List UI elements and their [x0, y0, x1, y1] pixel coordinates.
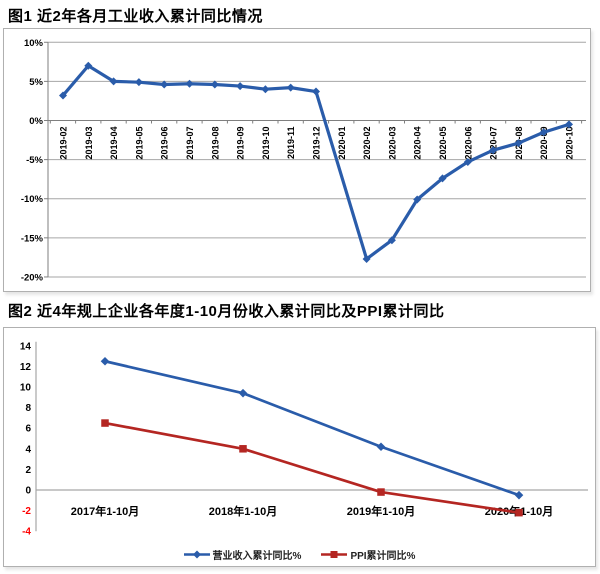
- data-point: [84, 61, 93, 70]
- figure2-chart: 14 12 10 8 6 4 2 0 -2 -4 2017年1-10月 2018年1-10月 2019年…: [3, 327, 596, 567]
- legend-diamond-marker-icon: [183, 550, 210, 559]
- x-category-label: 2019-06: [160, 127, 170, 160]
- figure1-title: 图1 近2年各月工业收入累计同比情况: [8, 8, 263, 25]
- x-category-label: 2020-03: [387, 127, 397, 160]
- y-tick-label: 8: [25, 403, 31, 414]
- y-tick-label: 5%: [29, 77, 43, 88]
- data-point: [134, 78, 143, 87]
- y-tick-label: 0: [25, 486, 31, 497]
- x-category-label: 2019-03: [84, 127, 94, 160]
- legend-square-marker-icon: [321, 551, 348, 558]
- data-point: [59, 91, 67, 100]
- legend-marker: [330, 551, 338, 558]
- y-tick-label: 14: [20, 341, 32, 352]
- y-tick-label: 2: [25, 465, 31, 476]
- x-category-label: 2019-12: [312, 127, 322, 160]
- legend-label: PPI累计同比%: [350, 551, 416, 562]
- data-point: [286, 83, 295, 92]
- data-point: [514, 139, 523, 148]
- data-point: [565, 120, 573, 129]
- data-point: [100, 356, 110, 366]
- legend-item: PPI累计同比%: [321, 547, 415, 562]
- x-category-label: 2020-05: [438, 127, 448, 160]
- x-category-label: 2020-06: [463, 127, 473, 160]
- data-point: [185, 79, 194, 88]
- data-point: [101, 419, 109, 427]
- data-point: [438, 174, 447, 183]
- x-category-label: 2019-07: [185, 127, 195, 160]
- x-category-label: 2018年1-10月: [209, 504, 278, 518]
- x-category-label: 2019-08: [210, 127, 220, 160]
- data-point: [236, 82, 245, 91]
- legend-marker: [192, 550, 201, 559]
- y-tick-label: -20%: [21, 272, 44, 283]
- y-tick-label: 0%: [29, 116, 43, 127]
- x-category-label: 2020-07: [489, 126, 499, 159]
- series-line: [104, 421, 520, 514]
- data-point: [413, 195, 422, 204]
- data-point: [210, 80, 219, 89]
- y-tick-label: 12: [20, 362, 32, 373]
- y-tick-label: -10%: [21, 194, 44, 205]
- legend-item: 营业收入累计同比%: [183, 547, 302, 562]
- data-point: [514, 490, 524, 500]
- data-point: [239, 445, 247, 453]
- x-category-label: 2019-10: [261, 127, 271, 160]
- y-tick-label: -2: [22, 506, 31, 517]
- figure2-title: 图2 近4年规上企业各年度1-10月份收入累计同比及PPI累计同比: [8, 303, 445, 320]
- data-point: [109, 77, 118, 86]
- data-point: [463, 157, 472, 166]
- y-tick-label: -5%: [26, 155, 43, 166]
- y-tick-label: 6: [25, 424, 31, 435]
- data-point: [376, 442, 386, 452]
- data-point: [160, 80, 169, 89]
- y-tick-label: 10%: [24, 38, 44, 49]
- x-category-label: 2020-04: [413, 127, 423, 160]
- x-category-label: 2020-02: [362, 127, 372, 160]
- x-category-label: 2019-11: [286, 127, 296, 160]
- x-category-label: 2019-04: [109, 127, 119, 160]
- data-point: [261, 85, 270, 94]
- data-point: [539, 128, 548, 137]
- x-category-label: 2019-02: [59, 127, 69, 160]
- y-tick-label: -15%: [21, 233, 44, 244]
- chart2-legend: 营业收入累计同比% PPI累计同比%: [4, 547, 595, 562]
- series-line: [61, 64, 570, 261]
- figure1-chart: 10% 5% 0% -5% -10% -15% -20% 2019-02 2019-03 2019…: [3, 28, 591, 292]
- x-category-label: 2019年1-10月: [347, 504, 416, 518]
- data-point: [515, 508, 523, 517]
- figure1-plot-area: 10% 5% 0% -5% -10% -15% -20% 2019-02 2019-03 2019…: [21, 38, 586, 283]
- series-line: [104, 359, 520, 497]
- data-point: [387, 236, 396, 245]
- data-point: [489, 146, 498, 155]
- data-point: [312, 87, 320, 96]
- x-category-label: 2017年1-10月: [71, 504, 140, 518]
- y-tick-label: 10: [20, 383, 32, 394]
- x-category-label: 2019-09: [236, 127, 246, 160]
- data-point: [377, 488, 385, 496]
- x-category-label: 2019-05: [134, 127, 144, 160]
- data-point: [238, 388, 248, 398]
- y-tick-label: -4: [22, 527, 31, 538]
- y-tick-label: 4: [25, 444, 31, 455]
- figure2-plot-area: 14 12 10 8 6 4 2 0 -2 -4 2017年1-10月 2018年1-10月 2019年…: [20, 341, 588, 538]
- data-point: [362, 254, 371, 263]
- x-category-label: 2020-01: [337, 127, 347, 160]
- legend-label: 营业收入累计同比%: [212, 551, 302, 562]
- x-category-label: 2020-10: [565, 127, 575, 160]
- x-category-label: 2020-09: [539, 127, 549, 160]
